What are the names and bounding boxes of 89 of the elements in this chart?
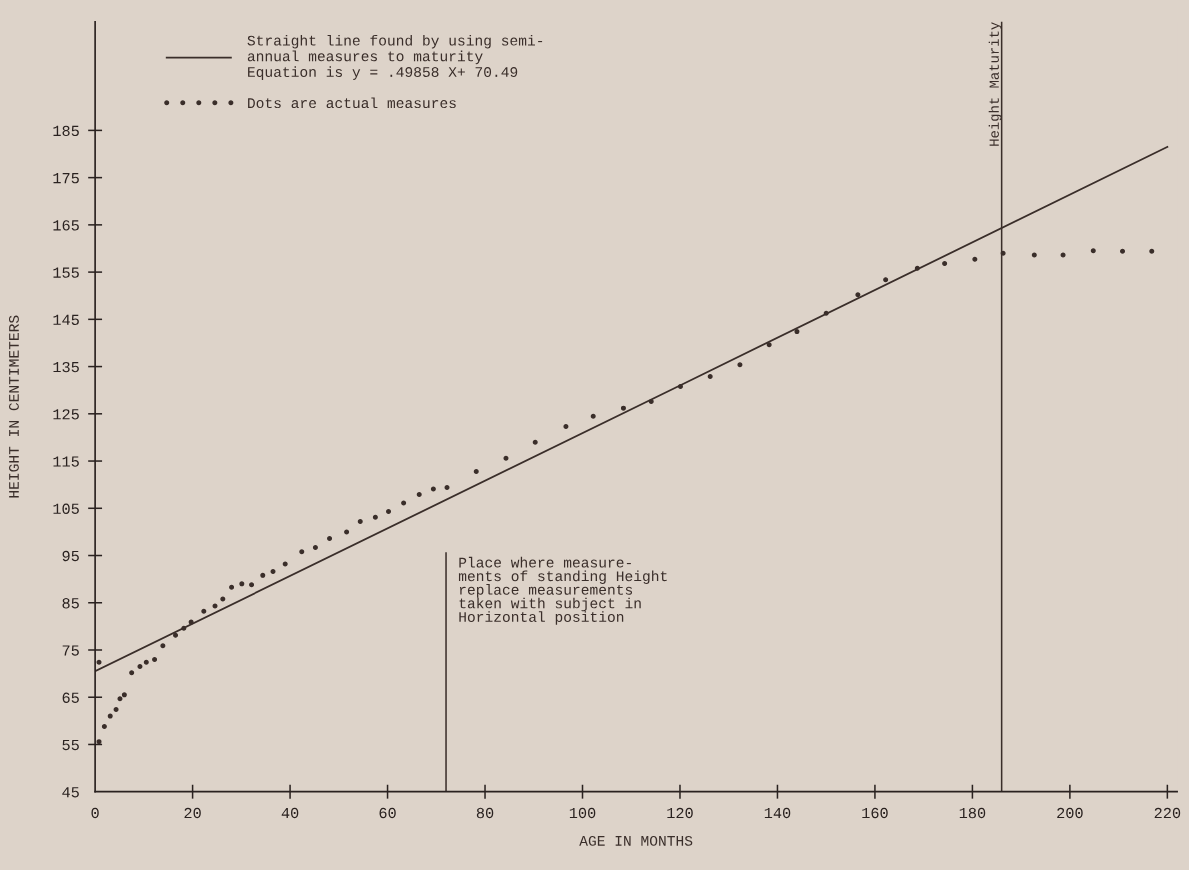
- point: [181, 625, 187, 631]
- point: [107, 713, 113, 719]
- point: [972, 256, 978, 262]
- x-tick-label: 40: [281, 807, 299, 819]
- point: [532, 439, 538, 445]
- point: [503, 455, 509, 461]
- y-tick-label: 135: [53, 361, 79, 373]
- y-tick-label: 175: [53, 173, 79, 184]
- x-tick-label: 20: [184, 807, 201, 819]
- point: [113, 707, 119, 713]
- point: [737, 362, 743, 368]
- point: [707, 373, 713, 379]
- point: [563, 424, 569, 430]
- x-tick-label: 80: [476, 807, 494, 819]
- legend-label: Straight line found by using semi- annual measures to maturity Equation is y = .49858 X+ 70.49: [247, 34, 543, 80]
- x-tick-label: 180: [959, 807, 986, 819]
- x-axis-title: AGE IN MONTHS: [579, 835, 693, 846]
- point: [620, 405, 626, 411]
- point: [766, 342, 772, 348]
- point: [201, 608, 207, 614]
- point: [96, 739, 102, 745]
- point: [473, 468, 479, 474]
- legend-label: Dots are actual measures: [248, 97, 456, 109]
- ref-line-label: Place where measure- ments of standing Height replace measurements taken with subject in Horizontal position: [458, 556, 667, 625]
- point: [386, 509, 392, 515]
- point: [327, 536, 333, 542]
- x-tick-label: 160: [862, 807, 888, 819]
- x-tick-label: 100: [569, 807, 596, 819]
- point: [1060, 252, 1066, 258]
- y-tick-label: 95: [62, 550, 79, 562]
- y-tick-label: 165: [53, 220, 79, 231]
- point: [677, 383, 683, 389]
- y-tick-label: 55: [62, 739, 79, 751]
- y-tick-label: 185: [53, 125, 79, 137]
- x-tick-label: 120: [667, 807, 693, 819]
- point: [430, 486, 436, 492]
- point: [1120, 248, 1126, 254]
- point: [648, 399, 654, 405]
- y-tick-label: 115: [53, 456, 79, 467]
- x-tick-label: 220: [1154, 807, 1181, 819]
- y-tick-label: 85: [62, 598, 79, 609]
- point: [590, 413, 596, 419]
- point: [823, 310, 829, 316]
- point: [173, 632, 179, 638]
- point: [1149, 248, 1155, 254]
- point: [229, 584, 235, 590]
- point: [129, 670, 135, 676]
- point: [344, 529, 350, 535]
- point: [794, 329, 800, 335]
- point: [117, 696, 123, 702]
- point: [121, 692, 127, 698]
- point: [401, 500, 407, 506]
- x-tick-label: 200: [1057, 807, 1083, 819]
- point: [137, 664, 143, 670]
- x-tick-label: 0: [91, 807, 99, 819]
- point: [942, 261, 948, 267]
- point: [1090, 248, 1096, 254]
- y-tick-label: 75: [62, 645, 79, 656]
- y-tick-label: 65: [62, 692, 79, 703]
- point: [914, 265, 920, 271]
- point: [416, 492, 422, 498]
- y-axis-title: HEIGHT IN CENTIMETERS: [9, 315, 19, 498]
- point: [96, 659, 102, 665]
- point: [101, 724, 107, 730]
- point: [282, 561, 288, 567]
- ref-line-label: Height Maturity: [988, 22, 1002, 146]
- point: [160, 643, 166, 649]
- point: [883, 277, 889, 283]
- x-tick-label: 60: [379, 807, 396, 819]
- x-tick-label: 140: [764, 807, 791, 819]
- y-tick-label: 45: [62, 787, 79, 798]
- y-tick-label: 105: [53, 503, 79, 514]
- point: [357, 519, 363, 525]
- y-tick-label: 145: [53, 314, 79, 326]
- point: [312, 544, 318, 550]
- point: [239, 581, 245, 587]
- point: [260, 572, 266, 578]
- y-tick-label: 125: [53, 409, 79, 420]
- point: [299, 549, 305, 555]
- point: [220, 596, 226, 602]
- point: [372, 514, 378, 520]
- point: [249, 582, 255, 588]
- y-tick-label: 155: [53, 267, 79, 278]
- point: [270, 569, 276, 575]
- point: [855, 292, 861, 298]
- point: [1031, 252, 1037, 258]
- point: [143, 659, 149, 665]
- point: [188, 619, 194, 625]
- point: [152, 656, 158, 662]
